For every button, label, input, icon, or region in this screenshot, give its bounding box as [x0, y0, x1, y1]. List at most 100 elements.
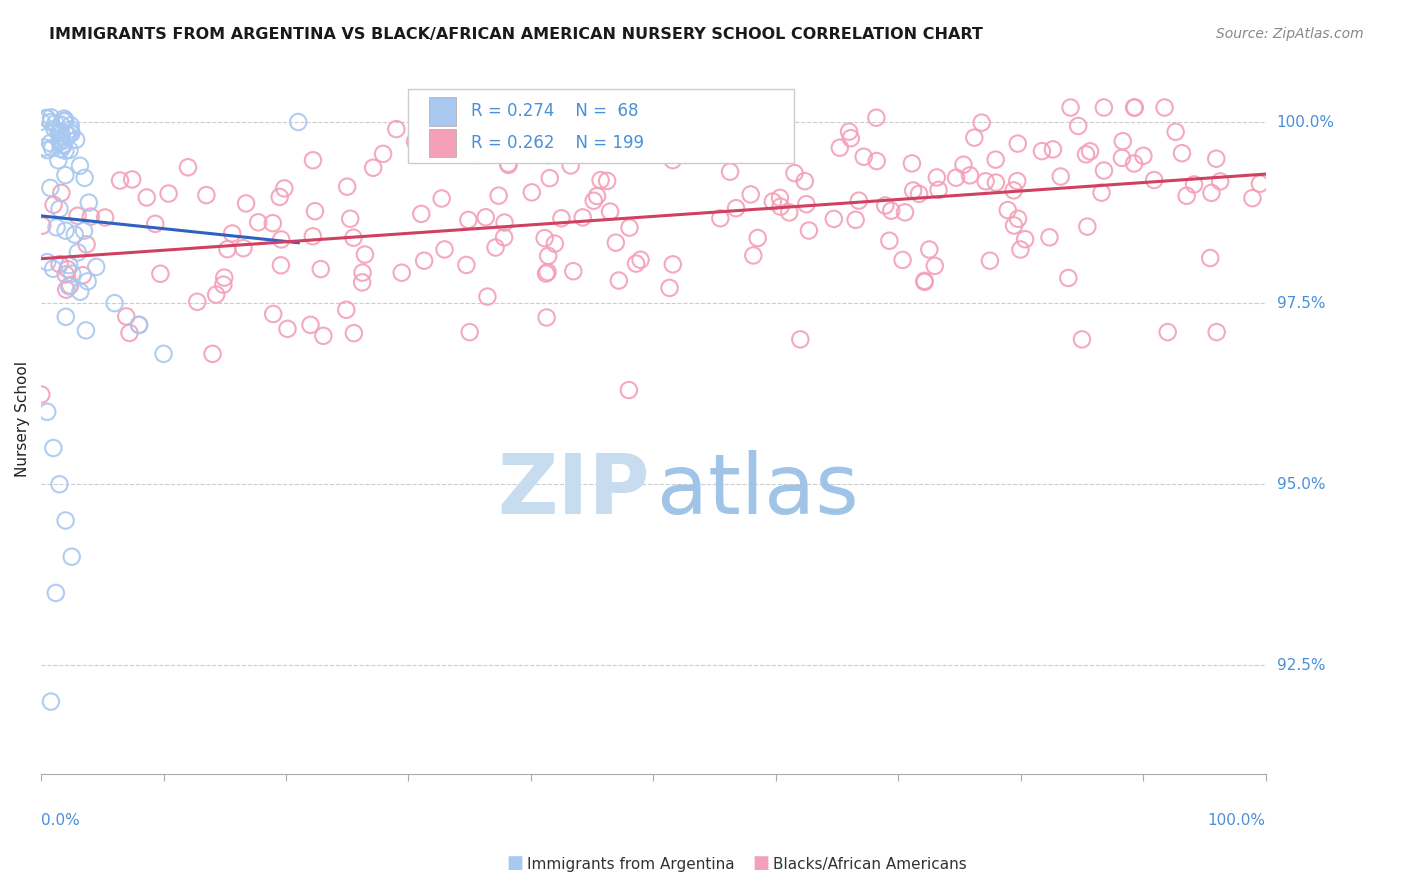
Text: Immigrants from Argentina: Immigrants from Argentina: [527, 857, 735, 872]
Point: [214, 270, 236, 285]
Point: [304, 204, 326, 219]
Point: [60, 267, 83, 281]
Point: [605, 235, 627, 250]
Point: [48, 257, 70, 271]
Point: [84, 260, 107, 274]
Point: [59, 118, 82, 132]
Point: [247, 215, 270, 229]
Point: [270, 258, 292, 272]
Point: [582, 194, 605, 208]
Point: [69, 285, 91, 299]
Point: [1171, 146, 1194, 161]
Point: [59, 278, 82, 293]
Point: [458, 325, 481, 339]
Point: [538, 171, 561, 186]
Point: [411, 207, 433, 221]
Point: [498, 158, 520, 172]
Point: [607, 274, 630, 288]
Point: [60, 549, 83, 564]
Point: [925, 170, 948, 185]
Point: [924, 259, 946, 273]
Point: [1038, 230, 1060, 244]
Point: [49, 125, 72, 139]
Point: [30, 114, 52, 128]
Point: [617, 383, 640, 397]
Point: [679, 147, 702, 161]
Point: [66, 209, 89, 223]
Point: [1164, 125, 1187, 139]
Point: [31, 219, 53, 233]
Point: [1007, 136, 1029, 151]
Text: 97.5%: 97.5%: [1277, 295, 1326, 310]
Point: [1182, 178, 1205, 192]
Point: [662, 257, 685, 271]
Point: [39, 695, 62, 709]
Point: [1123, 101, 1146, 115]
Point: [149, 267, 172, 281]
Point: [72, 268, 94, 283]
Point: [1002, 183, 1025, 197]
Point: [49, 134, 72, 148]
Point: [596, 174, 619, 188]
Point: [49, 118, 72, 132]
Point: [839, 131, 862, 145]
Point: [1123, 101, 1146, 115]
Point: [49, 142, 72, 156]
Point: [262, 307, 284, 321]
Point: [534, 267, 557, 281]
Point: [1112, 134, 1135, 148]
Point: [41, 141, 63, 155]
Point: [212, 277, 235, 292]
Point: [80, 210, 103, 224]
Point: [45, 220, 67, 235]
Point: [725, 142, 748, 156]
Point: [270, 232, 292, 246]
Point: [391, 266, 413, 280]
Point: [121, 172, 143, 186]
Point: [740, 187, 762, 202]
Point: [838, 125, 860, 139]
Point: [1014, 232, 1036, 246]
Point: [39, 111, 62, 125]
Point: [60, 126, 83, 140]
Point: [55, 224, 77, 238]
Point: [354, 247, 377, 261]
Point: [624, 256, 647, 270]
Point: [51, 130, 73, 145]
Point: [1143, 173, 1166, 187]
Point: [533, 231, 555, 245]
Point: [48, 477, 70, 491]
Point: [537, 148, 560, 162]
Point: [661, 153, 683, 168]
Point: [589, 173, 612, 187]
Point: [894, 205, 917, 219]
Point: [1249, 177, 1271, 191]
Text: 95.0%: 95.0%: [1277, 476, 1326, 491]
Point: [48, 125, 70, 139]
Point: [709, 211, 731, 226]
Text: IMMIGRANTS FROM ARGENTINA VS BLACK/AFRICAN AMERICAN NURSERY SCHOOL CORRELATION C: IMMIGRANTS FROM ARGENTINA VS BLACK/AFRIC…: [49, 27, 983, 42]
Point: [793, 174, 815, 188]
Text: ■: ■: [506, 855, 523, 872]
Point: [55, 127, 77, 141]
Point: [959, 169, 981, 183]
Point: [58, 143, 80, 157]
Point: [928, 183, 950, 197]
Point: [848, 194, 870, 208]
Point: [433, 243, 456, 257]
Point: [901, 184, 924, 198]
Point: [1071, 332, 1094, 346]
Point: [747, 231, 769, 245]
Point: [880, 203, 903, 218]
Point: [979, 253, 1001, 268]
Point: [1057, 271, 1080, 285]
Point: [352, 276, 374, 290]
Point: [63, 227, 86, 242]
Point: [717, 117, 740, 131]
Point: [1153, 101, 1175, 115]
Point: [201, 347, 224, 361]
Text: atlas: atlas: [657, 450, 859, 531]
Point: [52, 138, 75, 153]
Point: [37, 255, 59, 269]
Point: [789, 332, 811, 346]
